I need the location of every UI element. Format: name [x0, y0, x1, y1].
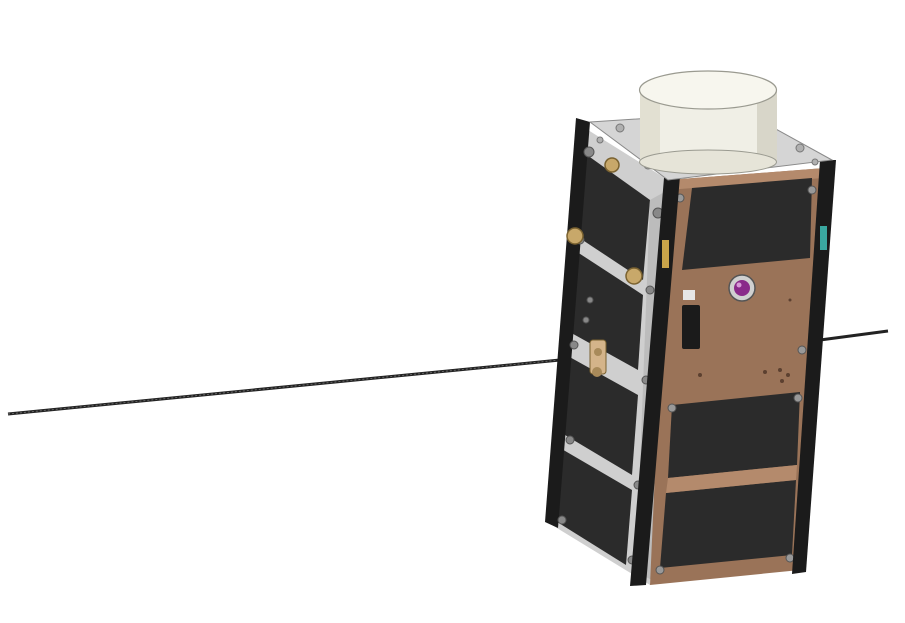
rail-back-left [545, 118, 590, 528]
antenna-cylinder [638, 70, 778, 175]
antenna-top [638, 70, 778, 110]
deploy-bracket [589, 339, 607, 377]
front-solar-panel-bottom [660, 480, 796, 568]
side-solar-panel-3 [560, 355, 638, 475]
access-port-tab [683, 290, 695, 300]
brass-standoffs [566, 157, 643, 285]
rail-front-right [792, 160, 836, 574]
gold-connector [662, 240, 669, 268]
side-solar-panel-2 [566, 248, 643, 370]
access-port [682, 305, 700, 349]
side-solar-panel-4 [554, 448, 632, 565]
front-solar-panel-mid [668, 392, 800, 478]
pcb-components [698, 298, 792, 383]
camera-lens-icon [728, 274, 756, 302]
side-solar-panel-1 [572, 150, 650, 280]
tether-wire [7, 329, 889, 416]
cubesat-front-face [630, 160, 836, 586]
front-bolts [655, 185, 817, 575]
side-connector [820, 226, 827, 250]
rail-front-left [630, 176, 680, 586]
front-solar-panel-top [682, 178, 812, 270]
